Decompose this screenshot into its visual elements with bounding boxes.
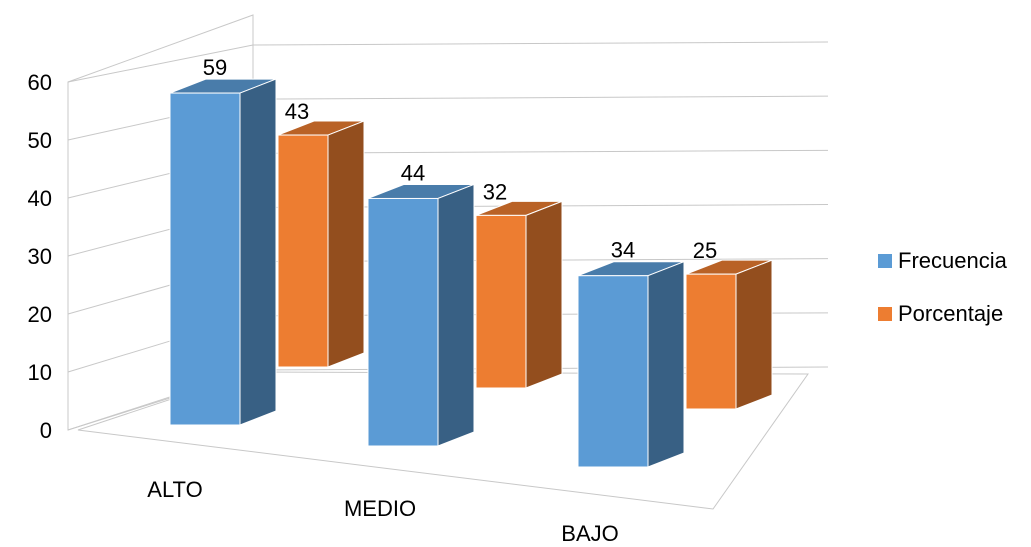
bar-frecuencia xyxy=(577,275,649,468)
data-label-porcentaje: 25 xyxy=(693,238,717,263)
y-tick-label: 0 xyxy=(40,418,52,443)
gridline-side xyxy=(67,44,254,83)
category-labels: ALTO MEDIO BAJO xyxy=(147,477,618,546)
data-label-porcentaje: 43 xyxy=(285,99,309,124)
bar-side-frecuencia xyxy=(437,183,475,447)
data-labels: 43 59 32 44 25 34 xyxy=(203,55,717,263)
legend-label-porcentaje: Porcentaje xyxy=(898,301,1003,326)
y-tick-label: 30 xyxy=(28,244,52,269)
legend-label-frecuencia: Frecuencia xyxy=(898,248,1008,273)
category-label: MEDIO xyxy=(344,496,416,521)
bar-porcentaje xyxy=(685,273,737,410)
y-tick-label: 60 xyxy=(28,70,52,95)
data-label-frecuencia: 44 xyxy=(401,160,425,185)
y-tick-label: 50 xyxy=(28,128,52,153)
legend: Frecuencia Porcentaje xyxy=(878,248,1008,326)
bar-side-porcentaje xyxy=(327,120,365,368)
legend-swatch-frecuencia xyxy=(878,254,892,268)
bar-porcentaje xyxy=(277,134,329,368)
y-tick-label: 20 xyxy=(28,302,52,327)
bar-side-frecuencia xyxy=(647,260,685,468)
bar-frecuencia xyxy=(169,92,241,426)
gridline-back xyxy=(252,41,829,46)
y-axis-ticks: 0 10 20 30 40 50 60 xyxy=(28,70,52,443)
data-label-frecuencia: 59 xyxy=(203,55,227,80)
bars xyxy=(169,78,773,468)
bar-porcentaje xyxy=(475,214,527,389)
category-label: ALTO xyxy=(147,477,202,502)
bar-side-frecuencia xyxy=(239,78,277,426)
bar-side-porcentaje xyxy=(525,200,563,389)
bar-side-porcentaje xyxy=(735,259,773,410)
data-label-frecuencia: 34 xyxy=(611,238,635,263)
data-label-porcentaje: 32 xyxy=(483,179,507,204)
y-tick-label: 40 xyxy=(28,186,52,211)
gridline-back xyxy=(252,95,829,100)
category-label: BAJO xyxy=(561,521,618,546)
bar-frecuencia xyxy=(367,197,439,447)
y-tick-label: 10 xyxy=(28,360,52,385)
legend-swatch-porcentaje xyxy=(878,307,892,321)
